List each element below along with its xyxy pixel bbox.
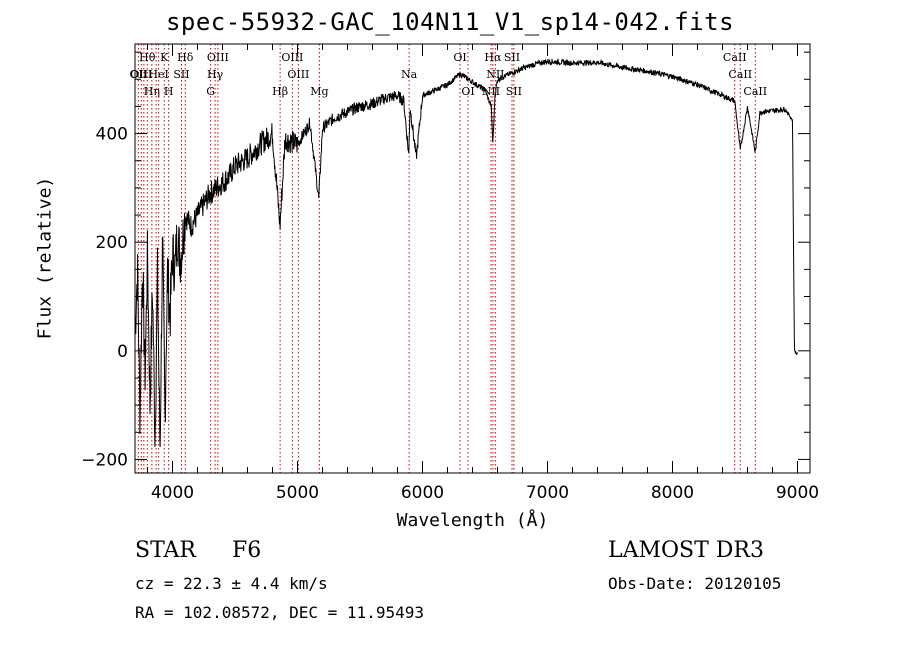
line-label: Mg <box>310 85 328 98</box>
y-tick-label: 200 <box>96 233 128 253</box>
line-label: OIII <box>281 51 303 64</box>
line-label: HeI <box>148 68 168 81</box>
line-label: OIII <box>130 68 152 81</box>
obs-date-text: Obs-Date: 20120105 <box>608 574 782 593</box>
line-label: CaII <box>728 68 752 81</box>
line-label: K <box>160 51 169 64</box>
line-label: OIII <box>207 51 229 64</box>
x-tick-label: 5000 <box>276 483 319 503</box>
line-label: Na <box>401 68 418 81</box>
x-axis-label: Wavelength (Å) <box>396 510 549 531</box>
spectrum-line <box>134 58 798 448</box>
x-tick-label: 7000 <box>526 483 569 503</box>
line-label: Hδ <box>177 51 194 64</box>
object-class: STAR F6 <box>135 538 261 563</box>
line-label: OII <box>130 68 148 81</box>
line-label: Hα <box>484 51 502 64</box>
line-label: OI <box>461 85 474 98</box>
line-label: Hγ <box>207 68 224 81</box>
x-tick-label: 9000 <box>776 483 819 503</box>
line-label: SII <box>504 51 520 64</box>
x-tick-label: 8000 <box>651 483 694 503</box>
subclass-text: F6 <box>232 538 262 563</box>
line-label: SII <box>506 85 522 98</box>
class-text: STAR <box>135 538 196 563</box>
line-label: OIII <box>287 68 309 81</box>
survey-name: LAMOST DR3 <box>608 538 764 563</box>
y-tick-label: −200 <box>81 450 128 470</box>
line-label: H <box>164 85 174 98</box>
radec-text: RA = 102.08572, DEC = 11.95493 <box>135 603 424 622</box>
line-label: G <box>206 85 215 98</box>
line-label: SII <box>173 68 189 81</box>
line-label: CaII <box>743 85 767 98</box>
line-label: Hβ <box>272 85 288 98</box>
line-label: CaII <box>723 51 747 64</box>
y-tick-label: 0 <box>117 342 128 362</box>
line-label: Hη <box>144 85 160 98</box>
line-label: Hθ <box>139 51 156 64</box>
redshift-text: cz = 22.3 ± 4.4 km/s <box>135 574 328 593</box>
x-tick-label: 4000 <box>151 483 194 503</box>
y-axis-label: Flux (relative) <box>34 176 56 340</box>
plot-frame <box>134 43 811 474</box>
line-label: OI <box>453 51 466 64</box>
line-label: NII <box>486 68 504 81</box>
chart-title: spec-55932-GAC_104N11_V1_sp14-042.fits <box>165 8 735 36</box>
x-tick-label: 6000 <box>401 483 444 503</box>
y-tick-label: 400 <box>96 125 128 145</box>
